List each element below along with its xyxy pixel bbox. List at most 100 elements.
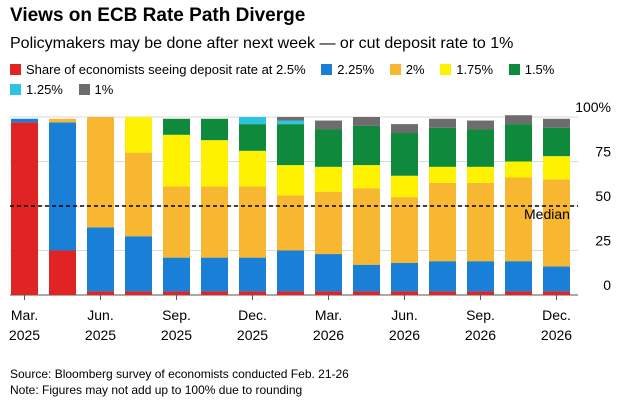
bar-segment — [429, 291, 456, 295]
bar-segment — [543, 179, 570, 267]
bar-segment — [163, 291, 190, 295]
legend-swatch — [10, 64, 21, 75]
legend-label: 1.75% — [456, 62, 494, 77]
bar-segment — [467, 166, 494, 183]
y-axis-ticks: 100% 75 50 25 0 — [575, 99, 611, 293]
bar-segment — [201, 118, 228, 141]
legend-label: 1.5% — [524, 62, 555, 77]
chart-title: Views on ECB Rate Path Diverge — [10, 5, 306, 26]
x-tick-label: Sep. — [162, 307, 191, 323]
source-note: Source: Bloomberg survey of economists c… — [10, 367, 349, 381]
legend-label: 2.25% — [337, 62, 375, 77]
y-tick-label: 100% — [575, 99, 611, 115]
bar-stack — [353, 117, 380, 295]
bar-segment — [11, 118, 38, 123]
bar-segment — [87, 117, 114, 228]
bar-segment — [467, 120, 494, 130]
bar-segment — [125, 236, 152, 292]
bar-segment — [163, 257, 190, 292]
bar-segment — [315, 120, 342, 130]
x-tick-label: Mar. — [315, 307, 342, 323]
bar-segment — [49, 250, 76, 295]
x-tick-label: 2026 — [313, 327, 344, 343]
legend-swatch — [389, 64, 401, 75]
legend-item-1: 1% — [78, 80, 113, 99]
y-tick-label: 0 — [603, 277, 611, 293]
bar-segment — [353, 264, 380, 292]
bar-stack — [239, 117, 266, 295]
bar-segment — [315, 291, 342, 295]
x-tick-label: Jun. — [391, 307, 417, 323]
chart-subtitle: Policymakers may be done after next week… — [10, 35, 514, 52]
bar-segment — [201, 140, 228, 187]
bar-segment — [163, 186, 190, 258]
bars — [11, 115, 570, 295]
bar-segment — [49, 118, 76, 123]
x-tick-label: 2026 — [541, 327, 572, 343]
x-tick-label: 2026 — [389, 327, 420, 343]
legend-label: 1.25% — [26, 82, 63, 97]
legend-label: Share of economists seeing deposit rate … — [26, 62, 306, 77]
bar-segment — [353, 291, 380, 295]
x-tick-label: Dec. — [542, 307, 571, 323]
bar-segment — [543, 291, 570, 295]
y-tick-label: 75 — [595, 144, 611, 160]
bar-stack — [315, 120, 342, 295]
legend-item-1-5: 1.5% — [508, 60, 555, 79]
bar-segment — [201, 291, 228, 295]
legend-swatch — [508, 64, 520, 75]
bar-stack — [125, 117, 152, 295]
bar-segment — [353, 117, 380, 126]
bar-segment — [277, 165, 304, 196]
bar-segment — [277, 250, 304, 292]
bar-segment — [87, 291, 114, 295]
bar-stack — [429, 118, 456, 295]
legend-label: 2% — [405, 62, 425, 77]
bar-segment — [125, 152, 152, 237]
bar-segment — [277, 195, 304, 251]
x-tick-label: Mar. — [11, 307, 38, 323]
bar-stack — [543, 118, 570, 295]
bar-segment — [315, 254, 342, 292]
bar-segment — [163, 134, 190, 187]
bar-segment — [429, 182, 456, 262]
bar-segment — [505, 261, 532, 292]
x-tick-label: 2025 — [9, 327, 40, 343]
legend-swatch — [440, 64, 452, 75]
median-group: Median — [10, 205, 578, 222]
x-tick-label: Dec. — [238, 307, 267, 323]
x-tick-label: 2025 — [85, 327, 116, 343]
bar-segment — [505, 115, 532, 125]
x-tick-label: 2025 — [237, 327, 268, 343]
bar-segment — [353, 125, 380, 166]
bar-segment — [125, 291, 152, 295]
bar-stack — [467, 120, 494, 295]
bar-segment — [391, 262, 418, 292]
bar-segment — [277, 124, 304, 166]
bar-segment — [49, 122, 76, 251]
bar-segment — [353, 165, 380, 189]
bar-segment — [201, 257, 228, 292]
bar-stack — [201, 118, 228, 295]
x-tick-label: 2026 — [465, 327, 496, 343]
legend-item-1-25: 1.25% — [10, 80, 63, 99]
bar-segment — [391, 124, 418, 134]
footer: Source: Bloomberg survey of economists c… — [10, 366, 349, 398]
bar-segment — [239, 257, 266, 292]
bar-segment — [239, 117, 266, 125]
x-axis-ticks: Mar. 2025 Jun. 2025 Sep. 2025 Dec. 2025 Mar. 2026… — [9, 295, 572, 343]
bar-stack — [391, 124, 418, 295]
legend-item-2-25: 2.25% — [321, 60, 374, 79]
bar-segment — [391, 291, 418, 295]
bar-segment — [391, 133, 418, 176]
y-tick-label: 25 — [595, 233, 611, 249]
x-tick-label: Jun. — [87, 307, 113, 323]
bar-segment — [87, 227, 114, 292]
bar-segment — [429, 127, 456, 167]
bar-segment — [239, 186, 266, 258]
bar-segment — [315, 191, 342, 255]
bar-segment — [543, 118, 570, 128]
bar-segment — [543, 127, 570, 157]
bar-segment — [315, 129, 342, 167]
